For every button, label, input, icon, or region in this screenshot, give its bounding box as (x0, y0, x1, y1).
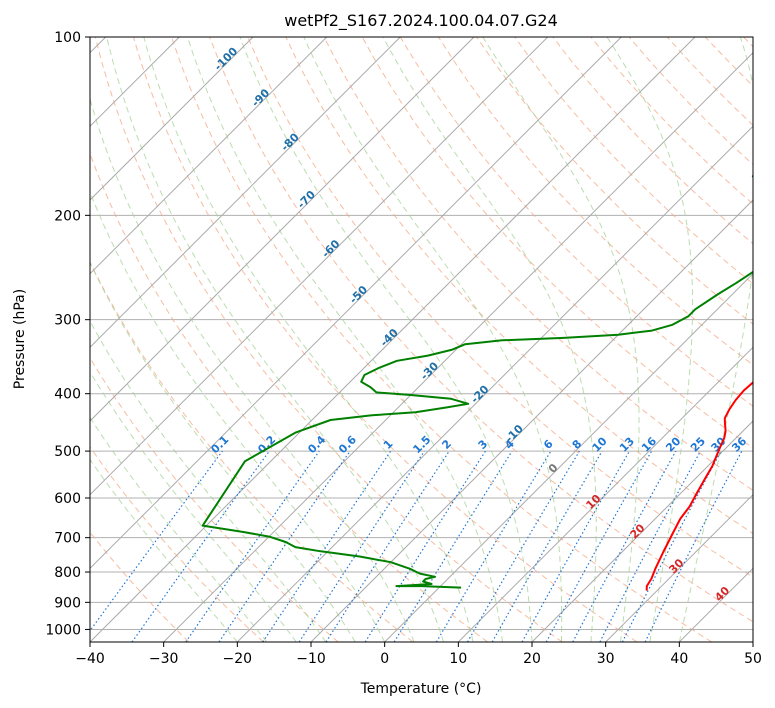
isotherm-line (457, 346, 753, 642)
x-axis-label: Temperature (°C) (360, 681, 482, 697)
plot-area: 0.1 0.2 0.4 0.6 1 1.5 2 3 4 6 8 10 13 16 20 25 30 36-100-… (90, 37, 753, 642)
moist-adiabat-line (90, 370, 297, 642)
isotherm-line (90, 37, 696, 642)
x-tick-label: 10 (449, 651, 467, 667)
mixing-ratio-line (262, 450, 392, 642)
moist-adiabat-line (482, 37, 640, 642)
x-tick-label: 30 (597, 651, 615, 667)
moist-adiabat-line (239, 37, 533, 642)
mixing-ratio-line (218, 450, 351, 642)
temperature-trace (645, 381, 753, 591)
y-tick-label: 400 (54, 387, 81, 403)
x-tick-label: −40 (75, 651, 105, 667)
x-tick-label: 40 (670, 651, 688, 667)
isotherm-line (310, 199, 753, 642)
isotherm-line (90, 37, 401, 349)
isotherm-line (605, 493, 753, 642)
isotherm-line (752, 641, 753, 642)
x-axis: −40 −30 −20 −10 0 10 20 30 40 50 (75, 642, 762, 667)
mixing-ratio-line (572, 450, 677, 642)
moist-adiabat-line (90, 458, 238, 642)
mixing-ratio-line (298, 450, 425, 642)
moist-adiabat-line (90, 261, 356, 642)
y-tick-label: 100 (54, 30, 81, 46)
plot-background (90, 37, 753, 642)
y-tick-label: 1000 (45, 622, 81, 638)
dry-adiabat-line (132, 37, 638, 642)
isotherm-line (90, 37, 622, 570)
moist-adiabat-line (90, 320, 327, 642)
isotherm-line (90, 37, 254, 201)
isotherm-line (90, 37, 549, 496)
plot-frame (89, 36, 754, 643)
mixing-ratio-line (325, 450, 450, 642)
y-tick-label: 800 (54, 565, 81, 581)
dry-adiabat-line (514, 37, 753, 285)
mixing-ratio-line (185, 450, 320, 642)
moist-adiabat-line (303, 37, 563, 642)
dry-adiabat-line (90, 446, 264, 642)
y-tick-label: 700 (54, 531, 81, 547)
y-tick-label: 300 (54, 313, 81, 329)
dry-adiabat-line (90, 356, 339, 642)
x-tick-label: −20 (223, 651, 253, 667)
x-tick-label: 0 (380, 651, 389, 667)
y-tick-label: 500 (54, 444, 81, 460)
y-tick-label: 600 (54, 491, 81, 507)
moist-adiabat-line (90, 190, 386, 642)
dry-adiabat-line (94, 37, 563, 642)
dewpoint-trace (201, 173, 753, 589)
moist-adiabat-line (90, 416, 268, 642)
dry-adiabat-line (323, 37, 753, 491)
dry-adiabat-line (476, 37, 753, 325)
mixing-ratio-line (644, 450, 743, 642)
moist-adiabat-line (382, 37, 597, 642)
dry-adiabat-line (247, 37, 753, 578)
isotherm-line (90, 37, 328, 275)
y-tick-label: 200 (54, 208, 81, 224)
dry-adiabat-line (209, 37, 753, 623)
x-tick-label: 50 (744, 651, 762, 667)
isotherm-line (531, 420, 753, 642)
mixing-ratio-line (545, 450, 653, 642)
mixing-ratio-line (131, 450, 270, 642)
mixing-ratio-line (393, 450, 513, 642)
x-tick-label: 20 (523, 651, 541, 667)
moist-adiabat-line (187, 37, 503, 642)
isotherm-line (90, 37, 475, 422)
isotherm-line (163, 51, 753, 642)
dry-adiabat-line (285, 37, 753, 535)
y-axis: 1000 900 800 700 600 500 400 300 200 100 (45, 30, 90, 638)
y-axis-label: Pressure (hPa) (12, 289, 28, 389)
dry-adiabat-line (90, 260, 414, 642)
y-tick-label: 900 (54, 595, 81, 611)
moist-adiabat-line (143, 37, 474, 642)
moist-adiabat-line (106, 37, 445, 642)
moist-adiabat-line (678, 37, 753, 642)
mixing-ratio-line (521, 450, 631, 642)
dry-adiabat-line (171, 37, 712, 642)
moist-adiabat-line (606, 37, 694, 642)
x-tick-label: −10 (296, 651, 326, 667)
mixing-ratio-line (90, 450, 223, 632)
chart-title: wetPf2_S167.2024.100.04.07.G24 (284, 11, 558, 31)
isotherm-line (384, 272, 753, 642)
x-tick-label: −30 (149, 651, 179, 667)
